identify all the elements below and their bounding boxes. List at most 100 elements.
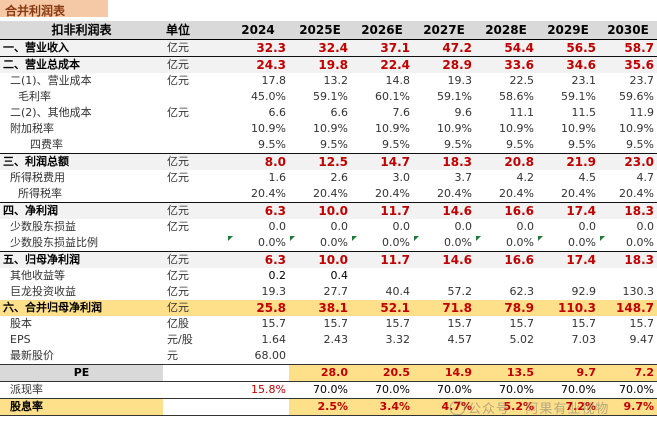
table-cell: 12.5	[289, 153, 351, 170]
table-cell: 6.6	[268, 106, 287, 119]
table-cell: 0.0	[268, 220, 287, 233]
row-unit: 亿元	[163, 153, 227, 170]
table-cell: 15.7	[509, 317, 535, 330]
row-label: EPS	[10, 333, 31, 346]
table-row: 附加税率 10.9% 10.9% 10.9% 10.9% 10.9% 10.9% 10.9%	[0, 121, 657, 137]
table-cell: 10.9%	[251, 122, 286, 135]
table-cell: 19.8	[289, 56, 351, 73]
row-label: 毛利率	[18, 90, 51, 103]
table-cell: 9.5%	[382, 138, 410, 151]
table-cell: 33.6	[475, 56, 537, 73]
table-cell: 10.9%	[313, 122, 348, 135]
table-cell: 20.4%	[499, 187, 534, 200]
table-cell: 9.47	[629, 333, 655, 346]
watermark: 公众号 · 阿果有业视物	[450, 398, 609, 417]
table-cell: 4.5	[578, 171, 597, 184]
row-label: 二、营业总成本	[0, 56, 163, 73]
table-cell: 9.5%	[320, 138, 348, 151]
table-cell: 34.6	[537, 56, 599, 73]
table-cell: 23.0	[599, 153, 657, 170]
table-cell: 17.4	[537, 202, 599, 219]
table-cell: 10.9%	[499, 122, 534, 135]
row-unit	[163, 186, 227, 203]
row-unit	[163, 398, 227, 416]
table-cell: 20.4%	[619, 187, 654, 200]
table-cell: 20.4%	[251, 187, 286, 200]
table-cell: 22.4	[351, 56, 413, 73]
table-cell: 0.0	[636, 220, 655, 233]
row-unit: 元	[167, 349, 178, 362]
table-cell	[413, 268, 475, 284]
table-row: 最新股价 元 68.00	[0, 348, 657, 365]
table-cell: 19.3	[447, 74, 473, 87]
row-label: 巨龙投资收益	[10, 285, 76, 298]
table-cell: 14.6	[413, 251, 475, 268]
table-cell	[599, 268, 657, 284]
table-cell: 20.4%	[561, 187, 596, 200]
table-row: 一、营业收入 亿元 32.3 32.4 37.1 47.2 54.4 56.5 58.7	[0, 39, 657, 57]
table-cell: 20.4%	[437, 187, 472, 200]
table-row: 六、合并归母净利润 亿元 25.8 38.1 52.1 71.8 78.9 110.3 148.…	[0, 300, 657, 316]
table-cell: 0.0	[454, 220, 473, 233]
table-cell: 6.3	[227, 251, 289, 268]
table-cell: 2.6	[330, 171, 349, 184]
table-cell	[227, 364, 289, 382]
table-cell: 15.7	[261, 317, 287, 330]
table-row: 三、利润总额 亿元 8.0 12.5 14.7 18.3 20.8 21.9 23.0	[0, 153, 657, 170]
row-unit: 亿元	[167, 285, 189, 298]
table-cell: 70.0%	[475, 381, 537, 399]
table-cell: 57.2	[447, 285, 473, 298]
table-cell: 10.0	[289, 251, 351, 268]
table-cell: 15.7	[447, 317, 473, 330]
table-cell: 0.4	[330, 269, 349, 282]
table-cell: 9.6	[454, 106, 473, 119]
row-unit: 亿股	[167, 317, 189, 330]
table-cell: 130.3	[622, 285, 655, 298]
header-year: 2030E	[599, 21, 657, 40]
table-cell: 9.5%	[258, 138, 286, 151]
table-cell: 78.9	[475, 300, 537, 316]
table-row: 所得税率 20.4% 20.4% 20.4% 20.4% 20.4% 20.4% 20.4%	[0, 186, 657, 203]
table-cell: 20.5	[351, 364, 413, 382]
table-cell: 5.2%	[475, 398, 537, 416]
table-cell: 4.2	[516, 171, 535, 184]
table-cell: 9.5%	[444, 138, 472, 151]
table-cell: 0.0%	[599, 235, 657, 252]
table-cell: 7.2%	[537, 398, 599, 416]
table-cell	[475, 268, 537, 284]
table-cell: 38.1	[289, 300, 351, 316]
table-cell: 62.3	[509, 285, 535, 298]
table-cell: 16.6	[475, 202, 537, 219]
row-label: 股息率	[0, 398, 163, 416]
table-cell: 16.6	[475, 251, 537, 268]
table-cell: 14.7	[351, 153, 413, 170]
table-cell: 37.1	[351, 39, 413, 57]
table-cell: 0.0	[578, 220, 597, 233]
table-cell: 0.0%	[227, 235, 289, 252]
table-cell: 4.7	[636, 171, 655, 184]
row-unit	[163, 235, 227, 252]
table-cell: 32.3	[227, 39, 289, 57]
table-row: 四、净利润 亿元 6.3 10.0 11.7 14.6 16.6 17.4 18.3	[0, 202, 657, 219]
header-year: 2029E	[537, 21, 599, 40]
table-cell: 3.4%	[351, 398, 413, 416]
table-cell	[537, 348, 599, 365]
row-label: 三、利润总额	[0, 153, 163, 170]
payout-row: 派现率 15.8% 70.0% 70.0% 70.0% 70.0% 70.0% 70.0%	[0, 381, 657, 399]
row-label: PE	[0, 364, 163, 382]
table-cell: 24.3	[227, 56, 289, 73]
table-cell: 58.7	[599, 39, 657, 57]
table-cell: 17.8	[261, 74, 287, 87]
table-row: 少数股东损益比例 0.0% 0.0% 0.0% 0.0% 0.0% 0.0% 0.0%	[0, 235, 657, 252]
table-cell: 20.4%	[375, 187, 410, 200]
table-cell: 17.4	[537, 251, 599, 268]
row-unit	[163, 137, 227, 154]
row-label: 附加税率	[10, 122, 54, 135]
row-unit: 元/股	[167, 333, 193, 346]
wechat-icon	[450, 401, 465, 415]
header-row: 扣非利润表 单位 2024 2025E 2026E 2027E 2028E 20…	[0, 21, 657, 40]
row-unit	[163, 89, 227, 105]
table-cell: 0.0%	[351, 235, 413, 252]
table-cell: 3.0	[392, 171, 411, 184]
